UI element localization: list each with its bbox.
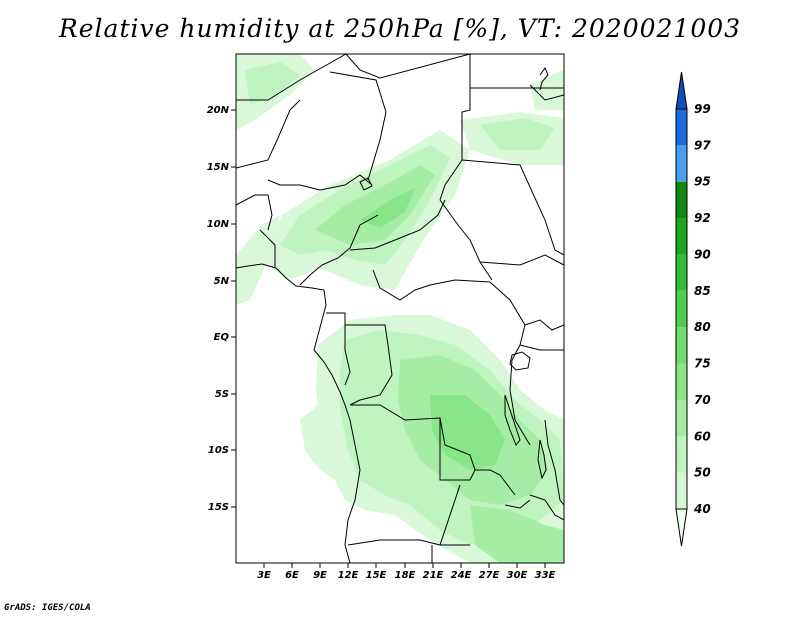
lon-tick-label: 3E — [257, 570, 271, 581]
lon-tick-label: 27E — [479, 570, 500, 581]
border-south-sudan — [479, 254, 564, 266]
border-libya-chad — [439, 54, 471, 201]
boundaries — [236, 54, 564, 563]
border-drc-east — [489, 281, 531, 446]
colorbar-label: 97 — [694, 138, 711, 152]
colorbar-label: 40 — [693, 502, 711, 516]
border-sahara-2 — [345, 54, 471, 79]
colorbar-segment — [676, 181, 687, 219]
colorbar-segment — [675, 71, 688, 110]
border-benin — [259, 229, 276, 268]
lat-tick-label: 15N — [207, 162, 230, 173]
lon-tick-label: 6E — [285, 570, 299, 581]
lon-tick-label: 24E — [451, 570, 472, 581]
humidity-mid-nw — [245, 62, 300, 105]
lat-tick-label: 5S — [215, 389, 229, 400]
border-malawi — [544, 419, 564, 506]
border-car-drc — [372, 269, 491, 301]
border-sudan-ssudan — [461, 159, 564, 256]
humidity-top-congo — [430, 395, 505, 470]
colorbar-label: 50 — [694, 466, 711, 480]
colorbar-label: 95 — [694, 175, 711, 189]
border-chad-car — [349, 199, 446, 251]
colorbar-segment — [676, 472, 687, 509]
border-niger-nigeria — [267, 174, 373, 191]
lat-tick-label: 10N — [207, 219, 230, 230]
lake-victoria — [509, 351, 531, 371]
border-mali-niger — [236, 99, 301, 169]
lat-tick-label: 20N — [207, 105, 230, 116]
lon-tick-label: 33E — [535, 570, 556, 581]
colorbar-segment — [676, 145, 687, 182]
border-angola-zambia — [439, 418, 516, 496]
border-nigeria-cameroon — [299, 214, 379, 286]
border-congo-drc — [349, 344, 393, 406]
border-sahara-1 — [236, 54, 347, 101]
colorbar-segment — [676, 290, 687, 328]
border-chad-sudan — [439, 199, 493, 281]
humidity-area-sw — [300, 400, 340, 480]
border-algeria-niger — [329, 71, 387, 181]
humidity-top-band — [360, 188, 415, 228]
border-tanzania — [519, 344, 564, 351]
lake-kariba — [504, 499, 531, 509]
longitude-axis: 3E 6E 9E 12E 15E 18E 21E 24E 27E 30E 33E — [257, 563, 556, 581]
colorbar-label: 99 — [694, 102, 711, 116]
border-kenya-uganda — [524, 319, 564, 331]
lat-tick-label: EQ — [214, 332, 230, 343]
colorbar-segment — [676, 399, 687, 437]
coastline-west-africa — [236, 263, 361, 563]
lat-tick-label: 5N — [214, 276, 230, 287]
lake-chad — [359, 177, 373, 191]
humidity-high-band — [315, 165, 435, 245]
grads-credit: GrADS: IGES/COLA — [4, 603, 91, 613]
border-gabon — [344, 325, 351, 386]
map-frame — [235, 53, 565, 564]
colorbar-segment — [676, 327, 687, 364]
chart-title: Relative humidity at 250hPa [%], VT: 202… — [58, 14, 742, 43]
lake-tanganyika — [504, 394, 521, 446]
border-ethiopia — [529, 84, 564, 101]
colorbar-segment — [676, 436, 687, 473]
colorbar-segment — [675, 508, 688, 547]
humidity-high-south — [470, 505, 564, 563]
lon-tick-label: 9E — [313, 570, 327, 581]
colorbar-segment — [676, 254, 687, 291]
lat-tick-label: 15S — [208, 502, 229, 513]
lake-malawi — [537, 439, 547, 480]
humidity-band-west — [236, 215, 280, 305]
border-burkina — [236, 194, 273, 231]
lon-tick-label: 30E — [507, 570, 528, 581]
border-mozambique — [529, 494, 564, 521]
colorbar-outline — [675, 108, 688, 510]
colorbar-label: 60 — [694, 429, 711, 443]
border-namibia — [347, 539, 441, 546]
latitude-axis: 20N 15N 10N 5N EQ 5S 10S 15S — [207, 105, 236, 513]
colorbar-label: 80 — [694, 320, 711, 334]
humidity-mid-ne — [480, 118, 555, 150]
lat-tick-label: 10S — [208, 445, 229, 456]
colorbar-label: 92 — [694, 211, 711, 225]
colorbar-label: 75 — [694, 357, 711, 371]
colorbar-segment — [676, 218, 687, 255]
colorbar: 40 50 60 70 75 80 85 90 92 95 97 99 — [675, 71, 711, 547]
lon-tick-label: 15E — [366, 570, 387, 581]
colorbar-label: 70 — [694, 393, 711, 407]
colorbar-label: 85 — [694, 284, 711, 298]
red-sea-coast — [539, 66, 549, 91]
colorbar-label: 90 — [694, 247, 711, 261]
colorbar-segment — [676, 363, 687, 400]
lon-tick-label: 12E — [338, 570, 359, 581]
colorbar-segment — [676, 109, 687, 146]
lon-tick-label: 18E — [395, 570, 416, 581]
lon-tick-label: 21E — [423, 570, 444, 581]
humidity-area-ne-corner — [530, 70, 564, 110]
